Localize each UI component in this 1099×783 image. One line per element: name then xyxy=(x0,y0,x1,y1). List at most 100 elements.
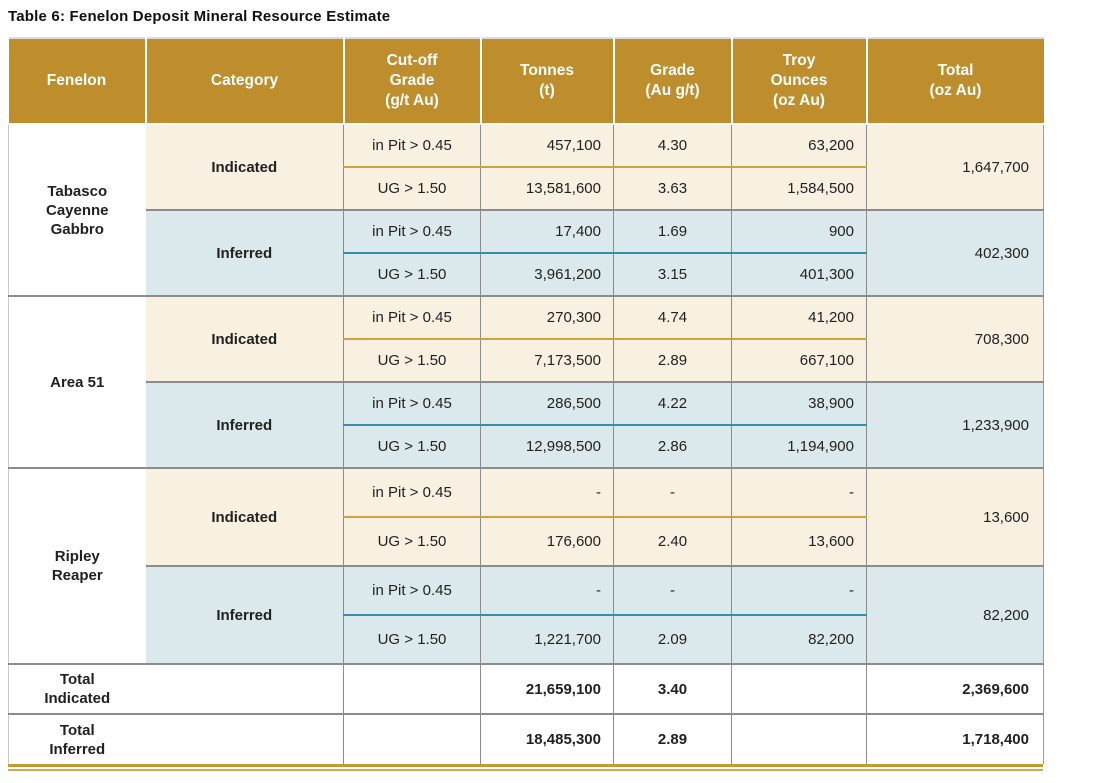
category-cell: Inferred xyxy=(145,382,344,469)
grade-cell: 4.30 xyxy=(613,124,732,168)
total-label-cell: Total Inferred xyxy=(8,714,146,764)
cutoff-cell: UG > 1.50 xyxy=(343,253,481,297)
cutoff-cell: UG > 1.50 xyxy=(343,517,481,567)
grade-cell: - xyxy=(613,468,732,518)
category-cell: Indicated xyxy=(145,296,344,383)
ounces-cell: 13,600 xyxy=(731,517,867,567)
table-row: UG > 1.50 12,998,500 2.86 1,194,900 xyxy=(9,425,1044,469)
header-row: Fenelon Category Cut-off Grade (g/t Au) … xyxy=(8,38,1044,125)
empty-category-cell xyxy=(145,714,344,764)
ounces-cell: 38,900 xyxy=(731,382,867,426)
cutoff-cell: UG > 1.50 xyxy=(343,167,481,211)
col-header-tonnes: Tonnes (t) xyxy=(480,38,615,125)
tonnes-cell: 286,500 xyxy=(480,382,614,426)
table-row: UG > 1.50 7,173,500 2.89 667,100 xyxy=(9,339,1044,383)
table-row: UG > 1.50 13,581,600 3.63 1,584,500 xyxy=(9,167,1044,211)
grade-cell: 4.22 xyxy=(613,382,732,426)
category-cell: Inferred xyxy=(145,210,344,297)
ounces-cell: 1,584,500 xyxy=(731,167,867,211)
table-row: Inferred in Pit > 0.45 286,500 4.22 38,9… xyxy=(9,382,1044,469)
col-header-category: Category xyxy=(145,38,345,125)
tonnes-cell: - xyxy=(480,566,614,616)
deposit-cell: Tabasco Cayenne Gabbro xyxy=(8,124,146,297)
group-total-cell: 1,233,900 xyxy=(866,382,1044,469)
tonnes-cell: 457,100 xyxy=(480,124,614,168)
cutoff-cell: UG > 1.50 xyxy=(343,339,481,383)
table-bottom-rule xyxy=(8,764,1043,771)
ounces-cell: 63,200 xyxy=(731,124,867,168)
cutoff-cell: in Pit > 0.45 xyxy=(343,210,481,254)
cutoff-cell: in Pit > 0.45 xyxy=(343,124,481,168)
grade-cell: 1.69 xyxy=(613,210,732,254)
col-header-cutoff: Cut-off Grade (g/t Au) xyxy=(343,38,482,125)
table-title: Table 6: Fenelon Deposit Mineral Resourc… xyxy=(8,8,391,25)
tonnes-cell: 7,173,500 xyxy=(480,339,614,383)
total-indicated-row: Total Indicated 21,659,100 3.40 2,369,60… xyxy=(8,664,1044,715)
group-total-cell: 402,300 xyxy=(866,210,1044,297)
cutoff-cell: in Pit > 0.45 xyxy=(343,468,481,518)
total-inferred-row: Total Inferred 18,485,300 2.89 1,718,400 xyxy=(8,714,1044,764)
category-cell: Indicated xyxy=(145,468,344,567)
table-row: UG > 1.50 176,600 2.40 13,600 xyxy=(9,517,1044,567)
ounces-cell: 401,300 xyxy=(731,253,867,297)
tonnes-cell: 270,300 xyxy=(480,296,614,340)
group-total-cell: 13,600 xyxy=(866,468,1044,567)
col-header-grade: Grade (Au g/t) xyxy=(613,38,733,125)
grade-cell: 3.15 xyxy=(613,253,732,297)
col-header-fenelon: Fenelon xyxy=(8,38,147,125)
empty-cutoff-cell xyxy=(343,664,481,715)
grade-cell: 2.09 xyxy=(613,615,732,665)
grade-cell: 3.63 xyxy=(613,167,732,211)
deposit-cell: Area 51 xyxy=(8,296,146,469)
table-row: Inferred in Pit > 0.45 - - - 82,200 xyxy=(9,566,1044,665)
table-row: Inferred in Pit > 0.45 17,400 1.69 900 4… xyxy=(9,210,1044,297)
total-tonnes-cell: 18,485,300 xyxy=(480,714,614,764)
grade-cell: 4.74 xyxy=(613,296,732,340)
cutoff-cell: UG > 1.50 xyxy=(343,425,481,469)
group-total-cell: 82,200 xyxy=(866,566,1044,665)
table-row: Tabasco Cayenne Gabbro Indicated in Pit … xyxy=(8,124,1044,297)
table-header: Fenelon Category Cut-off Grade (g/t Au) … xyxy=(8,38,1044,125)
ounces-cell: 900 xyxy=(731,210,867,254)
mineral-resource-table: Fenelon Category Cut-off Grade (g/t Au) … xyxy=(8,37,1044,764)
group-total-cell: 708,300 xyxy=(866,296,1044,383)
col-header-ounces: Troy Ounces (oz Au) xyxy=(731,38,868,125)
table-row: Area 51 Indicated in Pit > 0.45 270,300 … xyxy=(8,296,1044,469)
tonnes-cell: 13,581,600 xyxy=(480,167,614,211)
group-total-cell: 1,647,700 xyxy=(866,124,1044,211)
grade-cell: 2.89 xyxy=(613,339,732,383)
ounces-cell: 667,100 xyxy=(731,339,867,383)
cutoff-cell: in Pit > 0.45 xyxy=(343,566,481,616)
ounces-cell: 1,194,900 xyxy=(731,425,867,469)
cutoff-cell: in Pit > 0.45 xyxy=(343,382,481,426)
tonnes-cell: 3,961,200 xyxy=(480,253,614,297)
empty-ounces-cell xyxy=(731,664,867,715)
tonnes-cell: 12,998,500 xyxy=(480,425,614,469)
tonnes-cell: 1,221,700 xyxy=(480,615,614,665)
total-label-cell: Total Indicated xyxy=(8,664,146,715)
cutoff-cell: UG > 1.50 xyxy=(343,615,481,665)
tonnes-cell: 176,600 xyxy=(480,517,614,567)
ounces-cell: 82,200 xyxy=(731,615,867,665)
table-row: UG > 1.50 1,221,700 2.09 82,200 xyxy=(9,615,1044,665)
grade-cell: - xyxy=(613,566,732,616)
table-row: Ripley Reaper Indicated in Pit > 0.45 - … xyxy=(8,468,1044,665)
empty-category-cell xyxy=(145,664,344,715)
col-header-total: Total (oz Au) xyxy=(866,38,1044,125)
empty-ounces-cell xyxy=(731,714,867,764)
total-tonnes-cell: 21,659,100 xyxy=(480,664,614,715)
grade-cell: 2.40 xyxy=(613,517,732,567)
grade-cell: 2.86 xyxy=(613,425,732,469)
ounces-cell: - xyxy=(731,566,867,616)
deposit-cell: Ripley Reaper xyxy=(8,468,146,665)
category-cell: Inferred xyxy=(145,566,344,665)
table-row: UG > 1.50 3,961,200 3.15 401,300 xyxy=(9,253,1044,297)
tonnes-cell: 17,400 xyxy=(480,210,614,254)
cutoff-cell: in Pit > 0.45 xyxy=(343,296,481,340)
total-grade-cell: 2.89 xyxy=(613,714,732,764)
category-cell: Indicated xyxy=(145,124,344,211)
empty-cutoff-cell xyxy=(343,714,481,764)
ounces-cell: 41,200 xyxy=(731,296,867,340)
tonnes-cell: - xyxy=(480,468,614,518)
